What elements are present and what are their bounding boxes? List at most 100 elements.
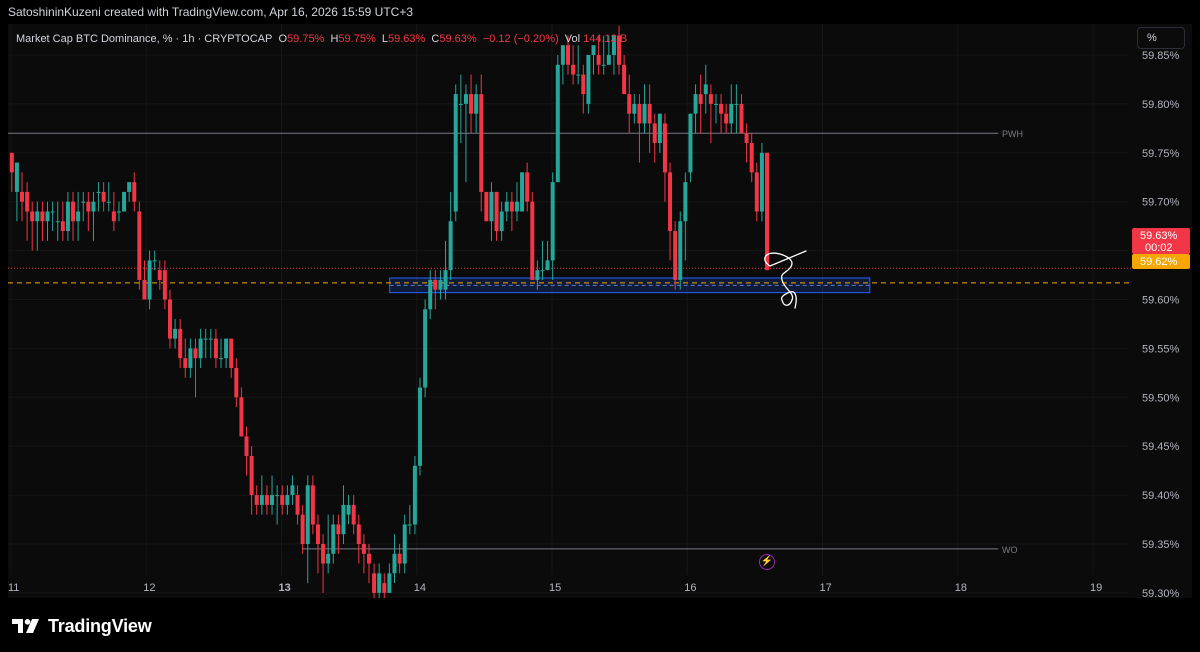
candle-body [611, 35, 616, 55]
lightning-icon[interactable]: ⚡ [759, 554, 775, 570]
candle-body [514, 201, 519, 212]
time-axis-label: 17 [820, 582, 832, 594]
candle-body [744, 133, 749, 144]
candle-body [458, 103, 463, 105]
candle-body [356, 524, 361, 544]
candle-body [622, 64, 627, 95]
candle-body [60, 221, 65, 232]
candle-body [703, 84, 708, 95]
time-axis-label: 14 [414, 582, 426, 594]
percent-scale-button[interactable]: % [1137, 27, 1185, 49]
candle-body [152, 260, 157, 262]
price-tick-label: 59.45% [1142, 441, 1180, 453]
legend-volume: 144.13 B [583, 33, 628, 45]
candle-body [183, 358, 188, 368]
candle-body [9, 152, 14, 173]
candle-body [632, 103, 637, 114]
candle-body [591, 45, 596, 55]
candle-body [382, 583, 387, 593]
candle-body [351, 504, 356, 525]
price-tick-label: 59.50% [1142, 392, 1180, 404]
candle-body [173, 328, 178, 339]
candle-body [203, 338, 208, 340]
candle-body [698, 94, 703, 104]
candle-body [35, 211, 40, 222]
legend-close-label: C [431, 33, 440, 45]
candle-body [525, 172, 530, 202]
candle-body [239, 397, 244, 437]
legend-bar: Market Cap BTC Dominance, % · 1h · CRYPT… [16, 33, 627, 45]
candle-body [678, 221, 683, 280]
candle-body [412, 465, 417, 525]
candle-body [576, 74, 581, 76]
candle-body [336, 524, 341, 535]
legend-close: 59.63% [439, 33, 477, 45]
legend-vol-label: Vol [564, 33, 581, 45]
legend-high-label: H [330, 33, 339, 45]
candle-body [280, 495, 285, 505]
price-tick-label: 59.70% [1142, 197, 1180, 209]
candle-body [30, 211, 35, 222]
candle-body [596, 55, 601, 65]
wo-level-label: WO [1002, 545, 1018, 555]
candle-body [494, 191, 499, 232]
footer [0, 598, 1200, 652]
candle-body [91, 201, 96, 212]
candle-body [366, 553, 371, 564]
candle-body [132, 182, 137, 202]
candle-body [188, 348, 193, 368]
candle-body [652, 123, 657, 144]
candle-body [662, 123, 667, 173]
candle-body [224, 338, 229, 359]
candle-body [122, 191, 127, 212]
candle-body [530, 201, 535, 280]
current-price-tag [1132, 228, 1190, 254]
hand-drawn-stroke [769, 250, 807, 267]
candle-body [387, 573, 392, 593]
candle-body [693, 94, 698, 114]
candle-body [65, 201, 70, 232]
candle-body [147, 260, 152, 300]
candle-body [346, 504, 351, 515]
candle-body [137, 211, 142, 280]
attribution-text: SatoshininKuzeni created with TradingVie… [8, 5, 414, 19]
candle-body [571, 64, 576, 75]
candle-body [310, 485, 315, 525]
candle-body [683, 182, 688, 222]
candle-body [402, 524, 407, 564]
candle-body [479, 94, 484, 192]
candle-body [560, 45, 565, 65]
legend-symbol[interactable]: Market Cap BTC Dominance, % · 1h · CRYPT… [16, 33, 273, 45]
candle-body [463, 94, 468, 104]
time-axis-label: 15 [549, 582, 561, 594]
candle-body [254, 495, 259, 505]
price-tick-label: 59.75% [1142, 148, 1180, 160]
candle-body [264, 495, 269, 505]
candle-body [438, 279, 443, 290]
hand-drawn-arrow[interactable] [764, 252, 797, 309]
candle-body [244, 436, 249, 456]
candle-body [657, 113, 662, 144]
candle-body [724, 113, 729, 124]
candle-body [637, 103, 642, 124]
candle-body [627, 94, 632, 114]
candle-body [290, 485, 295, 496]
candle-body [55, 221, 60, 223]
tradingview-logo-text: TradingView [48, 615, 152, 636]
tradingview-logo: TradingView [12, 614, 152, 638]
countdown-timer: 00:02 [1145, 242, 1173, 254]
candle-body [606, 55, 611, 65]
candle-body [407, 524, 412, 526]
time-axis-label: 18 [955, 582, 967, 594]
current-price-value: 59.63% [1140, 230, 1178, 242]
candle-body [331, 524, 336, 554]
candle-body [219, 358, 224, 360]
time-axis-label: 16 [684, 582, 696, 594]
candle-body [101, 191, 106, 202]
candle-body [127, 182, 132, 192]
candle-body [397, 553, 402, 564]
chart-area[interactable] [8, 24, 1192, 598]
candle-body [341, 504, 346, 535]
candle-body [377, 573, 382, 593]
